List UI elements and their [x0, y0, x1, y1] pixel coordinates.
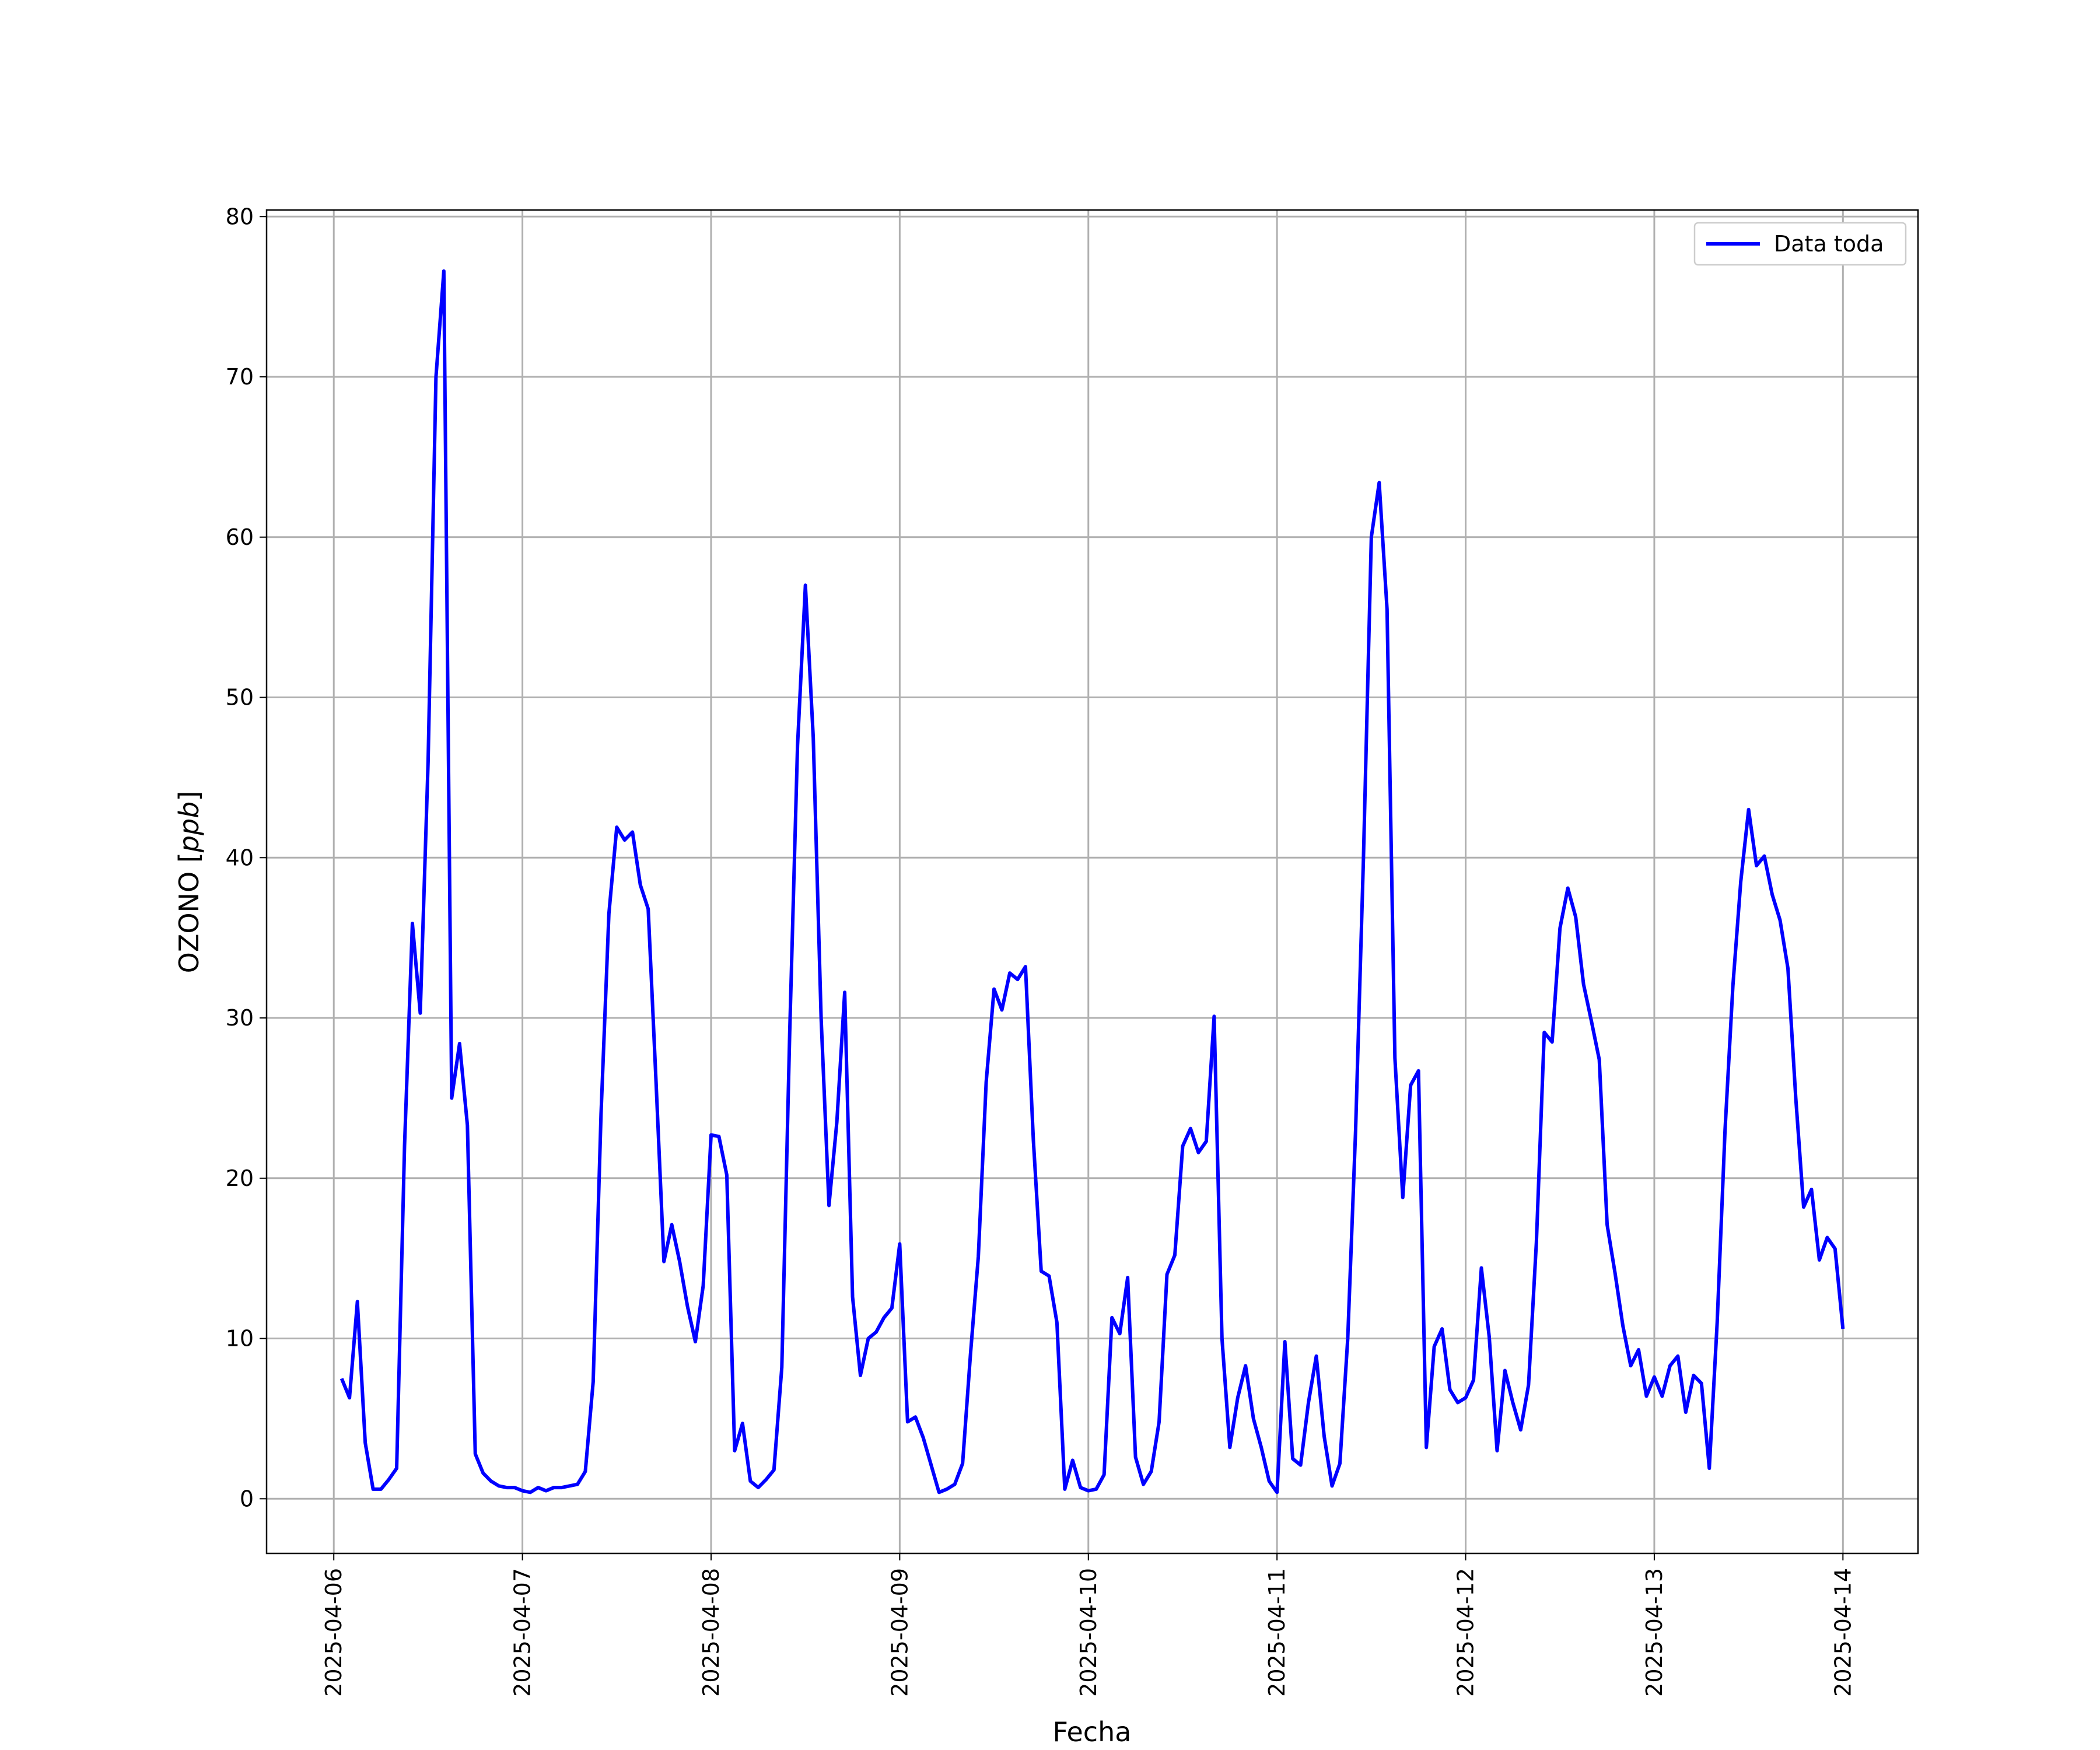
x-tick-label: 2025-04-07	[510, 1568, 536, 1697]
x-axis-label: Fecha	[1053, 1716, 1132, 1748]
x-tick-label: 2025-04-10	[1076, 1568, 1101, 1697]
x-tick-label: 2025-04-11	[1264, 1568, 1290, 1697]
x-tick-label: 2025-04-13	[1642, 1568, 1667, 1697]
legend-label: Data toda	[1774, 231, 1884, 257]
y-tick-label: 0	[240, 1486, 254, 1511]
y-tick-label: 60	[226, 524, 254, 550]
x-tick-label: 2025-04-08	[698, 1568, 724, 1697]
x-tick-label: 2025-04-14	[1830, 1568, 1856, 1697]
y-axis-label: OZONO [ppb]	[173, 791, 205, 974]
legend: Data toda	[1693, 222, 1907, 266]
legend-box	[1693, 222, 1907, 266]
grid	[267, 210, 1918, 1553]
y-tick-label: 30	[226, 1005, 254, 1031]
y-tick-label: 70	[226, 364, 254, 390]
y-tick-label: 80	[226, 204, 254, 229]
x-tick-label: 2025-04-12	[1453, 1568, 1479, 1697]
plot-frame	[265, 209, 1919, 1555]
data-line	[340, 269, 1845, 1494]
y-tick-label: 50	[226, 685, 254, 710]
x-tick-label: 2025-04-06	[321, 1568, 346, 1697]
y-tick-label: 40	[226, 845, 254, 870]
y-tick-label: 20	[226, 1166, 254, 1191]
y-tick-label: 10	[226, 1326, 254, 1352]
x-tick-label: 2025-04-09	[887, 1568, 912, 1697]
